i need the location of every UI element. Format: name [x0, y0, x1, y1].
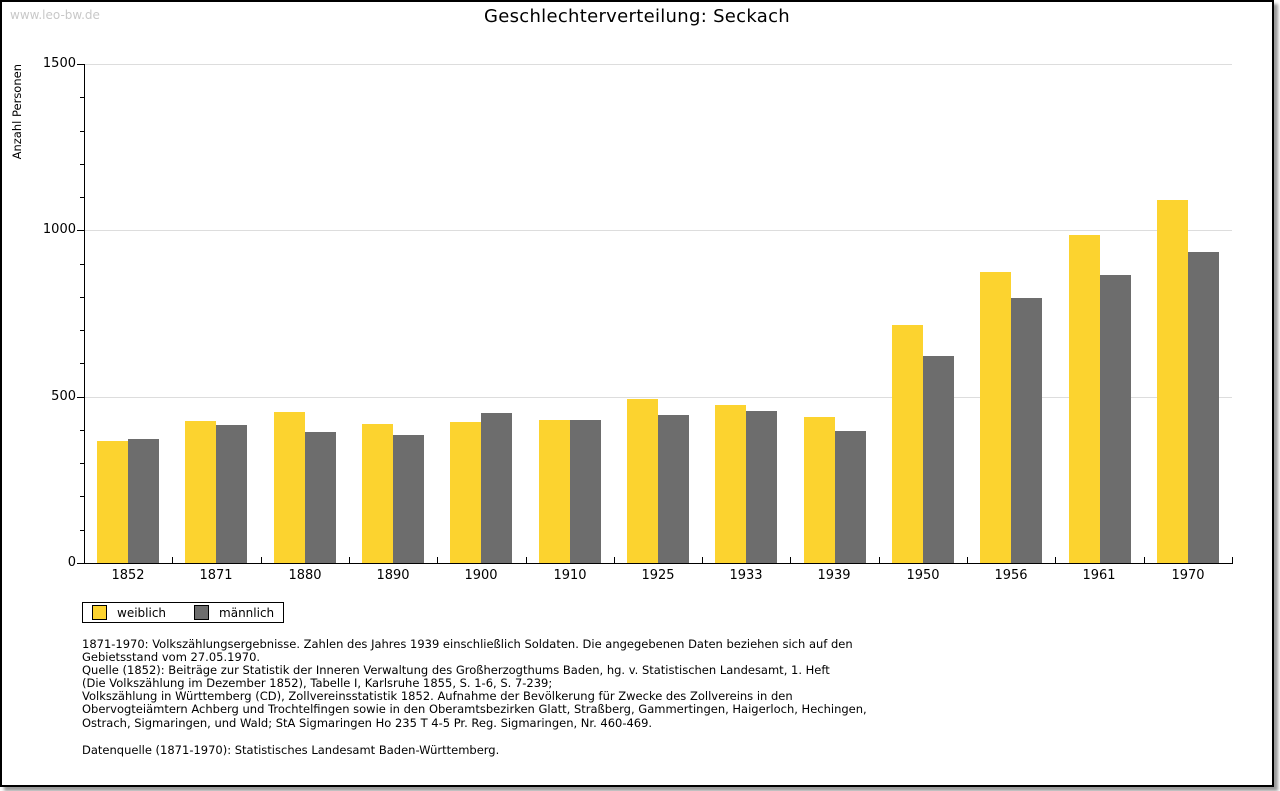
ytick-minor-600: [80, 363, 84, 364]
bar-weiblich-1925: [627, 399, 658, 563]
legend-swatch-weiblich: [92, 605, 107, 620]
bar-männlich-1939: [835, 431, 866, 563]
bar-weiblich-1933: [715, 405, 746, 563]
xtick-7: [702, 557, 703, 563]
x-tick-label-1939: 1939: [817, 568, 851, 583]
x-tick-label-1970: 1970: [1171, 568, 1205, 583]
footnote-line-7: Ostrach, Sigmaringen, und Wald; StA Sigm…: [82, 715, 653, 730]
y-tick-label-500: 500: [51, 389, 76, 404]
ytick-minor-900: [80, 264, 84, 265]
gridline-1000: [84, 230, 1232, 231]
x-tick-label-1925: 1925: [641, 568, 675, 583]
xtick-8: [790, 557, 791, 563]
bar-weiblich-1939: [804, 417, 835, 563]
xtick-9: [879, 557, 880, 563]
legend-item-männlich: männlich: [194, 605, 274, 620]
bar-weiblich-1900: [450, 422, 481, 563]
xtick-11: [1055, 557, 1056, 563]
y-axis-line: [84, 64, 85, 563]
ytick-major-1500: [77, 64, 84, 65]
ytick-minor-800: [80, 297, 84, 298]
x-tick-label-1890: 1890: [376, 568, 410, 583]
watermark: www.leo-bw.de: [10, 8, 100, 22]
legend: weiblich männlich: [82, 602, 285, 623]
footnote-line-6: Obervogteiämtern Achberg und Trochtelfin…: [82, 702, 867, 717]
legend-item-weiblich: weiblich: [92, 605, 166, 620]
bar-weiblich-1890: [362, 424, 393, 563]
ytick-minor-700: [80, 330, 84, 331]
y-tick-label-1000: 1000: [42, 222, 76, 237]
xtick-6: [614, 557, 615, 563]
xtick-10: [967, 557, 968, 563]
x-tick-label-1933: 1933: [729, 568, 763, 583]
bar-männlich-1956: [1011, 298, 1042, 563]
legend-swatch-männlich: [194, 605, 210, 620]
xtick-5: [526, 557, 527, 563]
bar-weiblich-1950: [892, 325, 923, 563]
x-tick-label-1871: 1871: [199, 568, 233, 583]
legend-label-männlich: männlich: [219, 605, 275, 620]
bar-weiblich-1961: [1069, 235, 1100, 563]
bar-weiblich-1871: [185, 421, 216, 563]
x-tick-label-1910: 1910: [553, 568, 587, 583]
xtick-0: [84, 557, 85, 563]
xtick-1: [172, 557, 173, 563]
ytick-minor-1300: [80, 131, 84, 132]
x-tick-label-1880: 1880: [288, 568, 322, 583]
y-tick-label-1500: 1500: [42, 56, 76, 71]
x-tick-label-1900: 1900: [464, 568, 498, 583]
bar-weiblich-1880: [274, 412, 305, 563]
chart-title: Geschlechterverteilung: Seckach: [483, 6, 791, 27]
bar-männlich-1961: [1100, 275, 1131, 563]
bar-männlich-1970: [1188, 252, 1219, 563]
x-tick-label-1956: 1956: [994, 568, 1028, 583]
ytick-minor-1400: [80, 97, 84, 98]
bar-männlich-1880: [305, 432, 336, 563]
gridline-500: [84, 397, 1232, 398]
xtick-13: [1232, 557, 1233, 563]
bar-männlich-1950: [923, 356, 954, 563]
bar-männlich-1925: [658, 415, 689, 563]
bar-weiblich-1910: [539, 420, 570, 563]
footnote-line-3: Quelle (1852): Beiträge zur Statistik de…: [82, 663, 830, 678]
ytick-major-0: [77, 563, 84, 564]
footnote-line-1: 1871-1970: Volkszählungsergebnisse. Zahl…: [82, 637, 853, 651]
data-source-line: Datenquelle (1871-1970): Statistisches L…: [82, 743, 500, 757]
xtick-3: [349, 557, 350, 563]
ytick-major-1000: [77, 230, 84, 231]
xtick-12: [1144, 557, 1145, 563]
legend-label-weiblich: weiblich: [117, 605, 167, 620]
ytick-minor-100: [80, 530, 84, 531]
footnotes: 1871-1970: Volkszählungsergebnisse. Zahl…: [82, 637, 867, 730]
bar-männlich-1933: [746, 411, 777, 563]
bar-männlich-1890: [393, 435, 424, 563]
ytick-minor-1200: [80, 164, 84, 165]
gridline-1500: [84, 64, 1232, 65]
x-axis-line: [84, 563, 1233, 564]
bar-männlich-1910: [570, 420, 601, 563]
ytick-minor-200: [80, 496, 84, 497]
bar-männlich-1852: [128, 439, 159, 563]
bar-männlich-1900: [481, 413, 512, 563]
ytick-minor-400: [80, 430, 84, 431]
ytick-minor-300: [80, 463, 84, 464]
xtick-4: [437, 557, 438, 563]
footnote-line-2: Gebietsstand vom 27.05.1970.: [82, 650, 261, 665]
x-tick-label-1950: 1950: [906, 568, 940, 583]
bar-weiblich-1852: [97, 441, 128, 563]
xtick-2: [261, 557, 262, 563]
y-tick-label-0: 0: [67, 555, 76, 570]
x-tick-label-1961: 1961: [1082, 568, 1116, 583]
bar-weiblich-1970: [1157, 200, 1188, 563]
bar-weiblich-1956: [980, 272, 1011, 563]
ytick-minor-1100: [80, 197, 84, 198]
ytick-major-500: [77, 397, 84, 398]
footnote-line-4: (Die Volkszählung im Dezember 1852), Tab…: [82, 676, 553, 691]
x-tick-label-1852: 1852: [111, 568, 145, 583]
bar-männlich-1871: [216, 425, 247, 563]
footnote-line-5: Volkszählung in Württemberg (CD), Zollve…: [82, 689, 793, 704]
